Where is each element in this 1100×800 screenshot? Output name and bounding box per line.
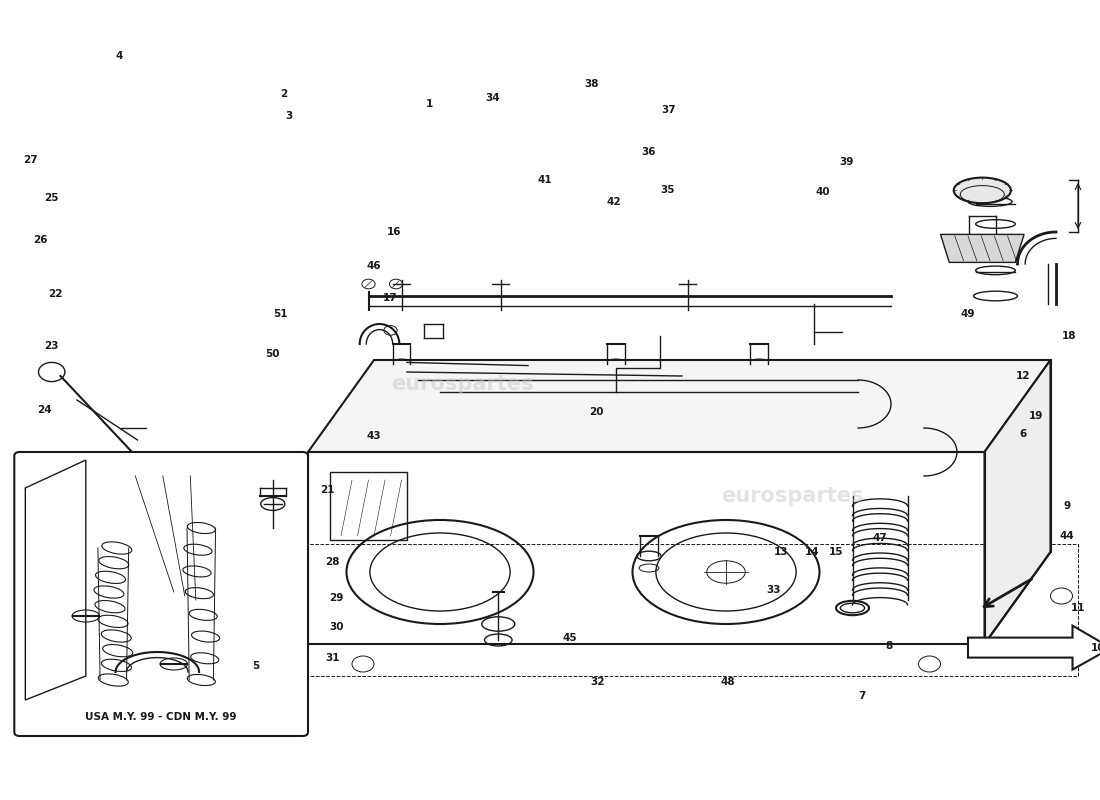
Text: 8: 8 (886, 642, 892, 651)
Text: 51: 51 (273, 309, 288, 318)
Text: 15: 15 (828, 547, 844, 557)
Text: 41: 41 (537, 175, 552, 185)
Text: 34: 34 (485, 93, 501, 102)
Text: 28: 28 (324, 557, 340, 566)
Text: 27: 27 (23, 155, 38, 165)
Text: 25: 25 (44, 194, 59, 203)
Text: 32: 32 (590, 677, 605, 686)
Ellipse shape (954, 178, 1011, 203)
Text: 29: 29 (329, 594, 344, 603)
Text: 6: 6 (1020, 429, 1026, 438)
Text: 43: 43 (366, 431, 382, 441)
Text: 35: 35 (660, 186, 675, 195)
Text: 23: 23 (44, 341, 59, 350)
Text: 48: 48 (720, 677, 736, 686)
Text: 3: 3 (286, 111, 293, 121)
Text: 39: 39 (839, 157, 855, 166)
Text: 47: 47 (872, 533, 888, 542)
Text: 33: 33 (766, 586, 781, 595)
Text: 49: 49 (960, 309, 976, 318)
Text: 30: 30 (329, 622, 344, 632)
Polygon shape (308, 360, 1050, 452)
Text: 5: 5 (253, 661, 260, 670)
Text: 45: 45 (562, 634, 578, 643)
Text: 37: 37 (661, 106, 676, 115)
Text: 17: 17 (383, 293, 398, 302)
Text: 9: 9 (1064, 501, 1070, 510)
Text: USA M.Y. 99 - CDN M.Y. 99: USA M.Y. 99 - CDN M.Y. 99 (86, 712, 236, 722)
Text: 22: 22 (47, 290, 63, 299)
Text: 14: 14 (804, 547, 820, 557)
Text: 16: 16 (386, 227, 402, 237)
Polygon shape (968, 626, 1100, 670)
Text: 46: 46 (366, 261, 382, 270)
Text: 44: 44 (1059, 531, 1075, 541)
Text: 26: 26 (33, 235, 48, 245)
Text: 7: 7 (859, 691, 866, 701)
Text: 21: 21 (320, 485, 336, 494)
Text: 11: 11 (1070, 603, 1086, 613)
Text: 42: 42 (606, 197, 621, 206)
Text: 1: 1 (426, 99, 432, 109)
Text: 2: 2 (280, 90, 287, 99)
Text: 36: 36 (641, 147, 657, 157)
Text: 38: 38 (584, 79, 600, 89)
Bar (330, 472, 407, 540)
Text: 40: 40 (815, 187, 830, 197)
Text: 18: 18 (1062, 331, 1077, 341)
Polygon shape (984, 360, 1050, 644)
Text: 20: 20 (588, 407, 604, 417)
Text: 19: 19 (1028, 411, 1044, 421)
Text: 10: 10 (1090, 643, 1100, 653)
Text: 12: 12 (1015, 371, 1031, 381)
Text: eurospartes: eurospartes (390, 374, 534, 394)
Text: 24: 24 (36, 405, 52, 414)
FancyBboxPatch shape (14, 452, 308, 736)
Text: 4: 4 (116, 51, 122, 61)
Polygon shape (940, 234, 1024, 262)
Text: 13: 13 (773, 547, 789, 557)
Text: 50: 50 (265, 349, 280, 358)
Text: 31: 31 (324, 653, 340, 662)
Text: eurospartes: eurospartes (720, 486, 864, 506)
